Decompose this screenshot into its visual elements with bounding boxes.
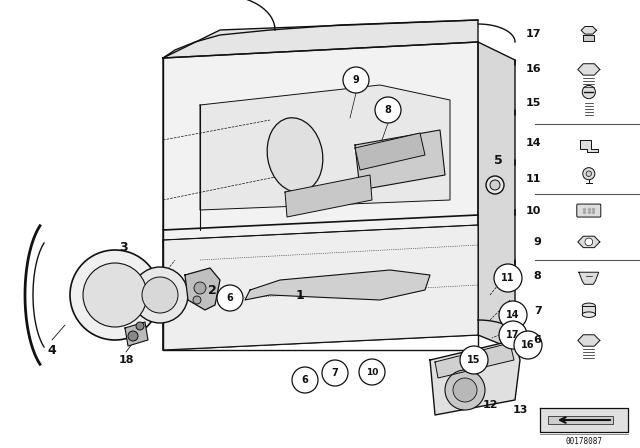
Circle shape — [292, 367, 318, 393]
Text: 11: 11 — [526, 174, 541, 184]
Text: 8: 8 — [534, 271, 541, 280]
Circle shape — [217, 285, 243, 311]
Circle shape — [132, 267, 188, 323]
Circle shape — [322, 360, 348, 386]
Circle shape — [583, 168, 595, 180]
Circle shape — [453, 378, 477, 402]
Text: 17: 17 — [526, 29, 541, 39]
Polygon shape — [355, 130, 445, 190]
Ellipse shape — [267, 118, 323, 192]
Text: 14: 14 — [506, 310, 520, 320]
Text: 6: 6 — [534, 336, 541, 345]
Text: 00178087: 00178087 — [566, 436, 602, 445]
Polygon shape — [578, 64, 600, 75]
Bar — [582, 306, 595, 314]
Polygon shape — [185, 268, 220, 310]
Polygon shape — [578, 335, 600, 346]
Circle shape — [486, 176, 504, 194]
Circle shape — [586, 171, 591, 177]
Text: 14: 14 — [526, 138, 541, 148]
Text: 1: 1 — [296, 289, 305, 302]
Text: 15: 15 — [467, 355, 481, 365]
Circle shape — [499, 301, 527, 329]
Polygon shape — [355, 133, 425, 170]
Circle shape — [375, 97, 401, 123]
Text: 18: 18 — [118, 355, 134, 365]
Polygon shape — [285, 175, 372, 217]
Text: 9: 9 — [353, 75, 360, 85]
Text: 6: 6 — [301, 375, 308, 385]
Circle shape — [359, 359, 385, 385]
Text: 12: 12 — [483, 400, 498, 410]
Circle shape — [585, 238, 593, 246]
Polygon shape — [430, 340, 520, 415]
Text: 5: 5 — [493, 154, 502, 167]
Ellipse shape — [582, 303, 595, 309]
Circle shape — [142, 277, 178, 313]
Circle shape — [193, 296, 201, 304]
Circle shape — [514, 331, 542, 359]
Text: 10: 10 — [366, 367, 378, 376]
Text: 17: 17 — [506, 330, 520, 340]
Circle shape — [490, 180, 500, 190]
Circle shape — [582, 86, 595, 99]
Polygon shape — [125, 322, 148, 346]
Circle shape — [194, 282, 206, 294]
FancyBboxPatch shape — [577, 204, 601, 217]
Text: 9: 9 — [534, 237, 541, 247]
Polygon shape — [478, 42, 515, 350]
Circle shape — [499, 321, 527, 349]
Polygon shape — [581, 26, 596, 34]
Text: 13: 13 — [512, 405, 528, 415]
Circle shape — [494, 264, 522, 292]
Polygon shape — [163, 42, 478, 350]
Polygon shape — [548, 416, 613, 424]
Circle shape — [445, 370, 485, 410]
Polygon shape — [579, 272, 598, 284]
Text: 3: 3 — [118, 241, 127, 254]
Text: 7: 7 — [534, 306, 541, 316]
Polygon shape — [245, 270, 430, 300]
Polygon shape — [583, 34, 595, 41]
Ellipse shape — [582, 312, 595, 318]
Circle shape — [70, 250, 160, 340]
Circle shape — [343, 67, 369, 93]
Polygon shape — [580, 140, 598, 152]
Text: 7: 7 — [332, 368, 339, 378]
Text: 10: 10 — [526, 206, 541, 215]
Text: 2: 2 — [207, 284, 216, 297]
Text: 8: 8 — [385, 105, 392, 115]
Polygon shape — [435, 343, 514, 378]
Text: 11: 11 — [501, 273, 515, 283]
Polygon shape — [163, 225, 478, 350]
Polygon shape — [578, 236, 600, 248]
Polygon shape — [200, 85, 450, 210]
Polygon shape — [540, 408, 628, 432]
Text: 15: 15 — [526, 98, 541, 108]
Text: 16: 16 — [526, 65, 541, 74]
Circle shape — [136, 322, 144, 330]
Circle shape — [128, 331, 138, 341]
Text: 16: 16 — [521, 340, 535, 350]
Text: 6: 6 — [227, 293, 234, 303]
Circle shape — [460, 346, 488, 374]
Text: 4: 4 — [47, 344, 56, 357]
Polygon shape — [163, 20, 478, 58]
Circle shape — [83, 263, 147, 327]
